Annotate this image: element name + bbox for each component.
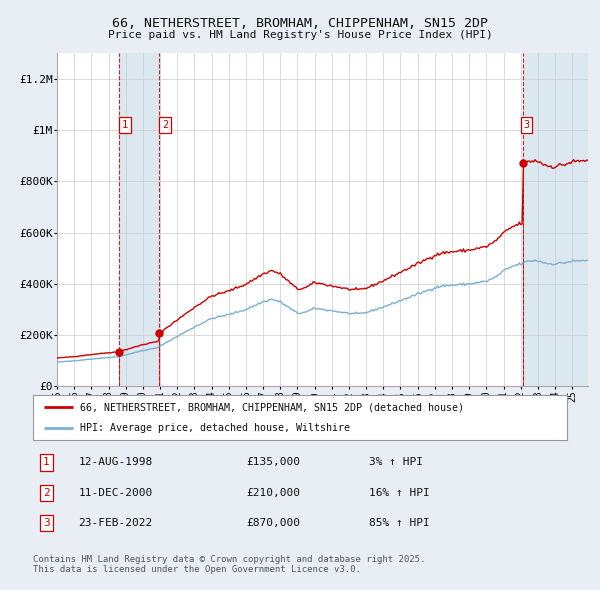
Text: 3% ↑ HPI: 3% ↑ HPI bbox=[370, 457, 424, 467]
Text: 23-FEB-2022: 23-FEB-2022 bbox=[79, 518, 152, 528]
Text: 1: 1 bbox=[122, 120, 128, 130]
Text: 66, NETHERSTREET, BROMHAM, CHIPPENHAM, SN15 2DP (detached house): 66, NETHERSTREET, BROMHAM, CHIPPENHAM, S… bbox=[80, 402, 464, 412]
Text: 12-AUG-1998: 12-AUG-1998 bbox=[79, 457, 152, 467]
Text: £210,000: £210,000 bbox=[247, 488, 301, 497]
Text: Price paid vs. HM Land Registry's House Price Index (HPI): Price paid vs. HM Land Registry's House … bbox=[107, 30, 493, 40]
Text: 11-DEC-2000: 11-DEC-2000 bbox=[79, 488, 152, 497]
Text: 16% ↑ HPI: 16% ↑ HPI bbox=[370, 488, 430, 497]
Text: £870,000: £870,000 bbox=[247, 518, 301, 528]
Text: 66, NETHERSTREET, BROMHAM, CHIPPENHAM, SN15 2DP: 66, NETHERSTREET, BROMHAM, CHIPPENHAM, S… bbox=[112, 17, 488, 30]
Text: 85% ↑ HPI: 85% ↑ HPI bbox=[370, 518, 430, 528]
Text: 2: 2 bbox=[43, 488, 50, 497]
Bar bbox=[523, 53, 588, 386]
Text: 2: 2 bbox=[162, 120, 168, 130]
Text: 3: 3 bbox=[523, 120, 530, 130]
Text: 3: 3 bbox=[43, 518, 50, 528]
Text: 1: 1 bbox=[43, 457, 50, 467]
Text: £135,000: £135,000 bbox=[247, 457, 301, 467]
Text: HPI: Average price, detached house, Wiltshire: HPI: Average price, detached house, Wilt… bbox=[80, 422, 350, 432]
Bar bbox=[119, 53, 159, 386]
Text: Contains HM Land Registry data © Crown copyright and database right 2025.
This d: Contains HM Land Registry data © Crown c… bbox=[33, 555, 425, 574]
